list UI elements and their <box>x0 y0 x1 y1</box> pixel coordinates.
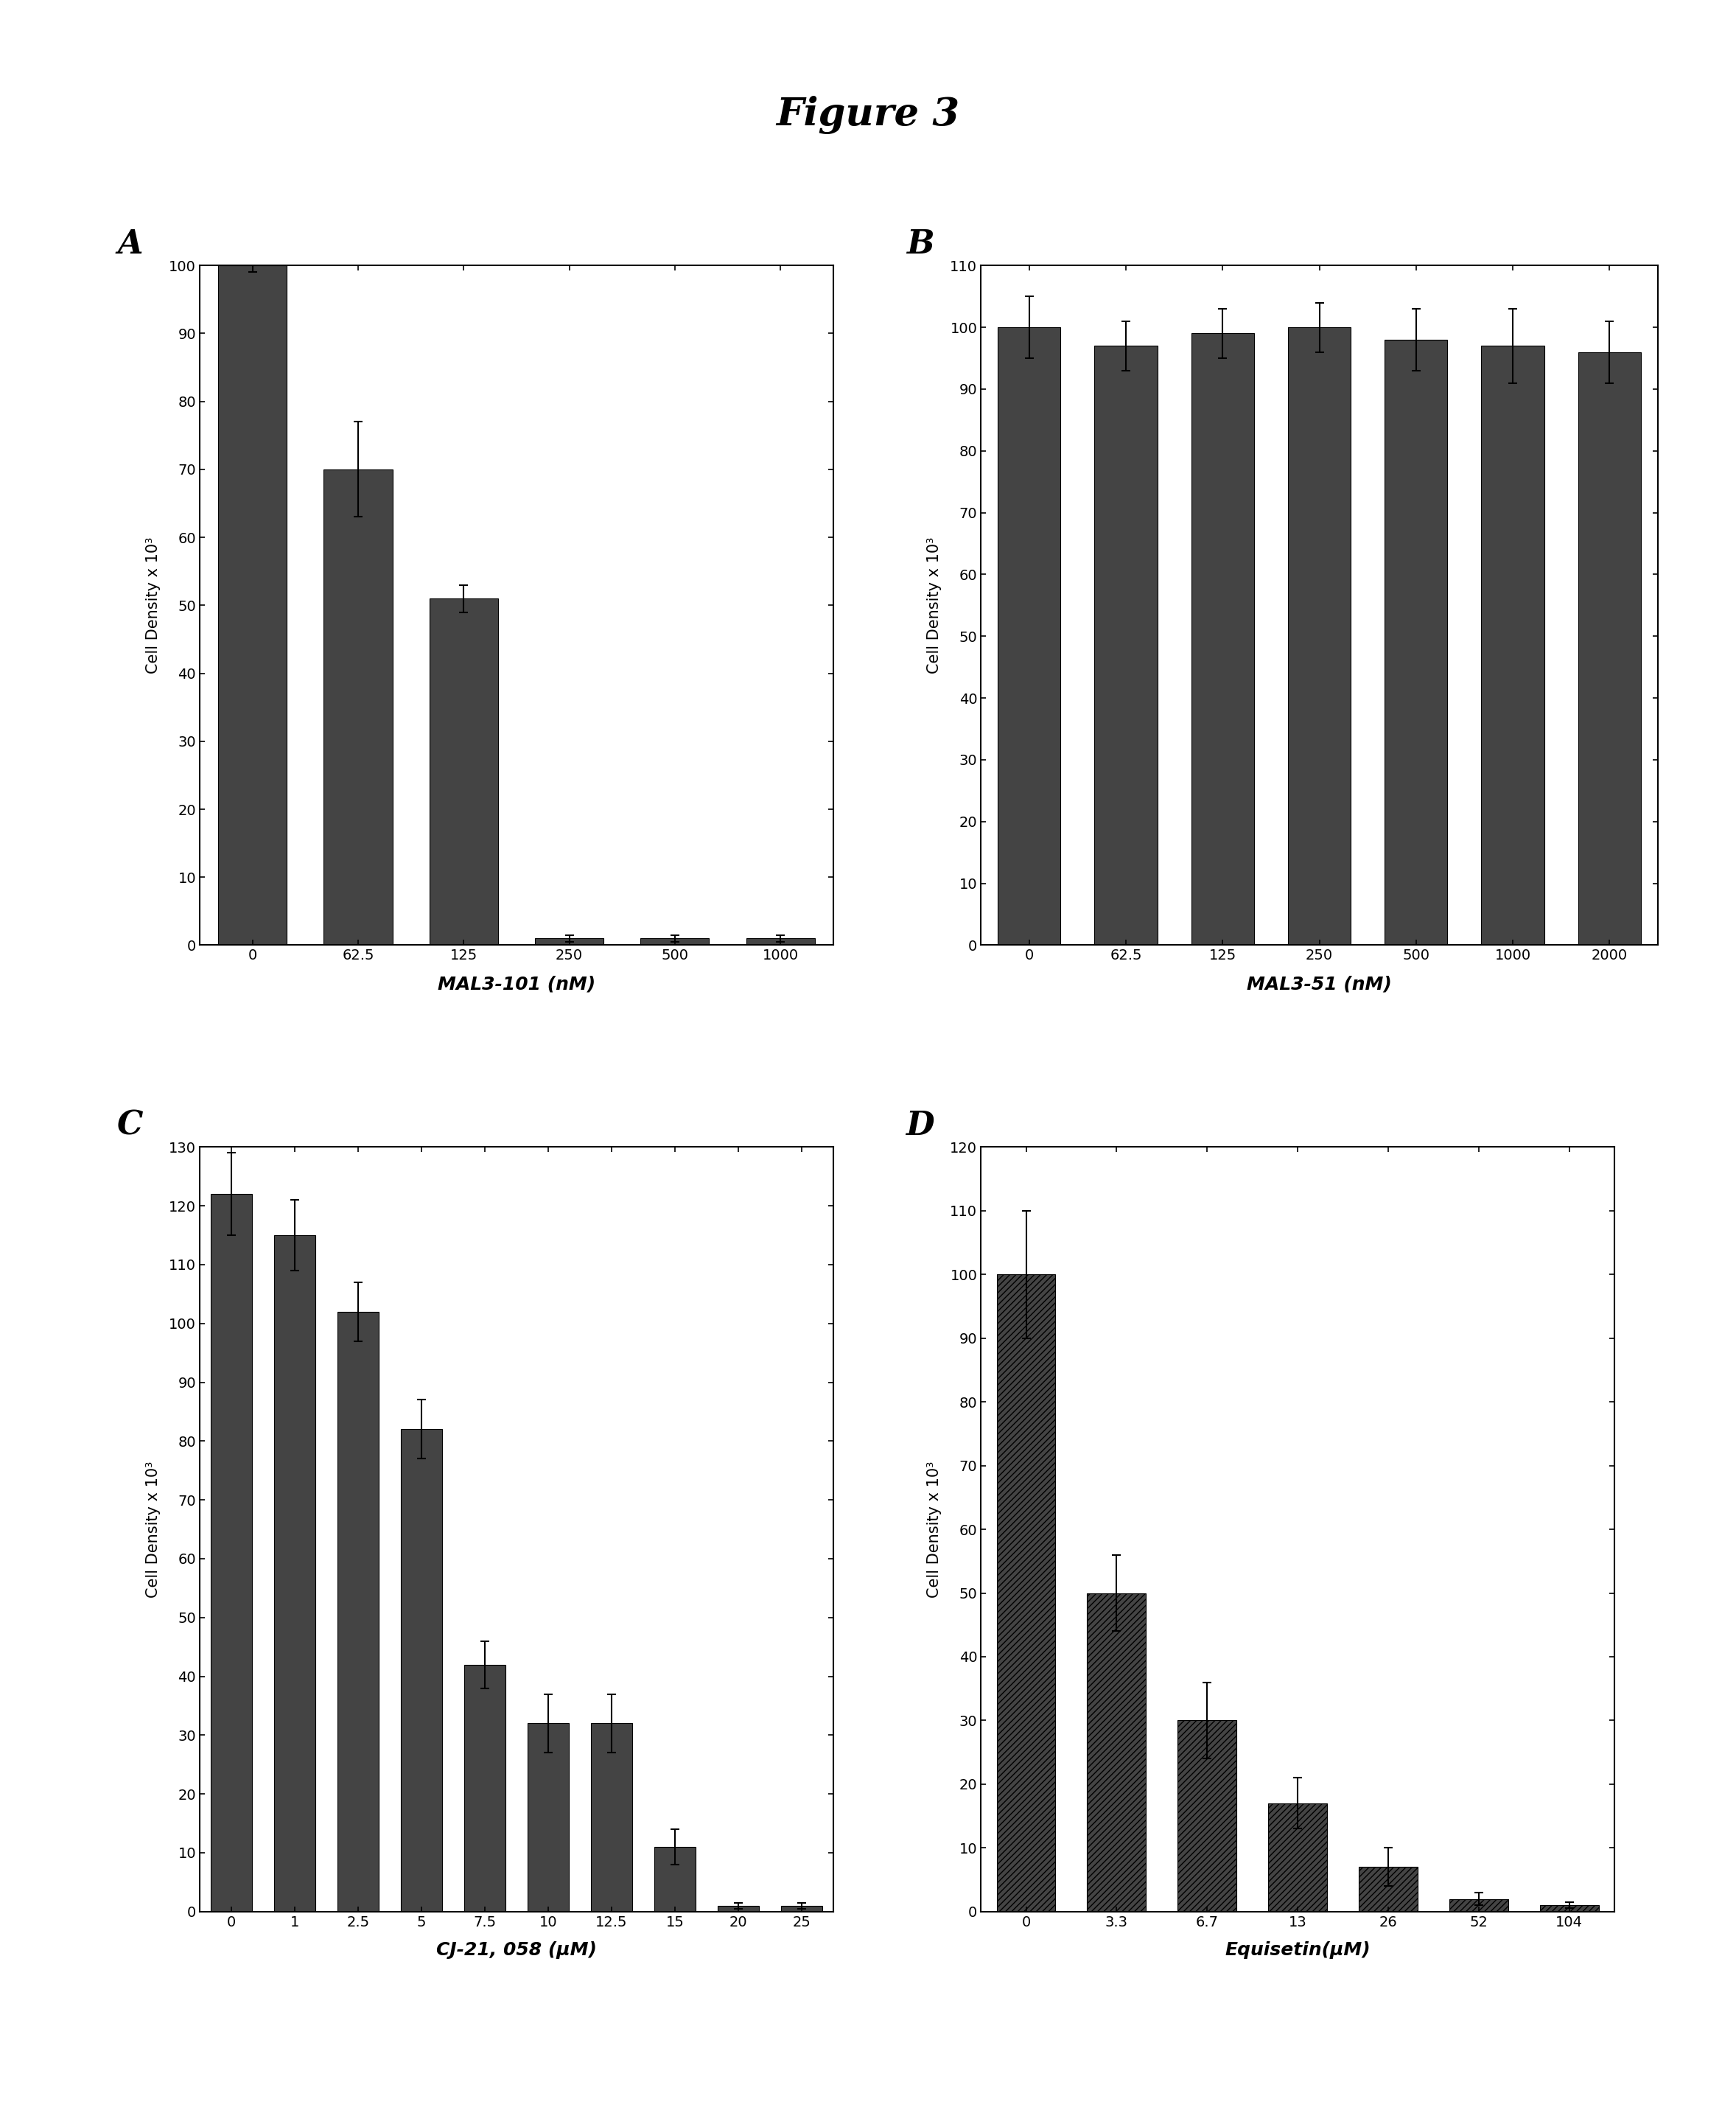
Bar <box>210 1194 252 1912</box>
Bar <box>1191 333 1253 945</box>
Bar <box>429 599 498 945</box>
Bar <box>1481 346 1545 945</box>
Text: B: B <box>906 229 934 259</box>
Bar <box>337 1313 378 1912</box>
Bar <box>535 939 604 945</box>
Bar <box>746 939 814 945</box>
Bar <box>590 1723 632 1912</box>
Bar <box>1578 353 1641 945</box>
Bar <box>641 939 710 945</box>
Text: D: D <box>906 1111 934 1141</box>
Text: C: C <box>116 1111 144 1141</box>
Bar <box>219 266 286 945</box>
Bar <box>717 1905 759 1912</box>
X-axis label: CJ-21, 058 (μM): CJ-21, 058 (μM) <box>436 1941 597 1958</box>
Bar <box>996 1274 1055 1912</box>
X-axis label: MAL3-51 (nM): MAL3-51 (nM) <box>1246 975 1392 992</box>
Text: Figure 3: Figure 3 <box>776 96 960 134</box>
Bar <box>781 1905 823 1912</box>
Bar <box>1288 327 1351 945</box>
Bar <box>464 1665 505 1912</box>
Bar <box>274 1236 316 1912</box>
Bar <box>1450 1899 1509 1912</box>
Y-axis label: Cell Density x 10³: Cell Density x 10³ <box>927 537 943 673</box>
Text: A: A <box>118 229 142 259</box>
Bar <box>998 327 1061 945</box>
Y-axis label: Cell Density x 10³: Cell Density x 10³ <box>146 1461 161 1597</box>
Bar <box>323 469 392 945</box>
Bar <box>654 1848 696 1912</box>
Bar <box>401 1429 443 1912</box>
X-axis label: MAL3-101 (nM): MAL3-101 (nM) <box>437 975 595 992</box>
Bar <box>1359 1867 1418 1912</box>
Y-axis label: Cell Density x 10³: Cell Density x 10³ <box>927 1461 943 1597</box>
Bar <box>1087 1593 1146 1912</box>
Bar <box>1385 340 1448 945</box>
Bar <box>1094 346 1158 945</box>
Y-axis label: Cell Density x 10³: Cell Density x 10³ <box>146 537 161 673</box>
Bar <box>1177 1720 1236 1912</box>
X-axis label: Equisetin(μM): Equisetin(μM) <box>1226 1941 1370 1958</box>
Bar <box>528 1723 569 1912</box>
Bar <box>1540 1905 1599 1912</box>
Bar <box>1269 1803 1326 1912</box>
